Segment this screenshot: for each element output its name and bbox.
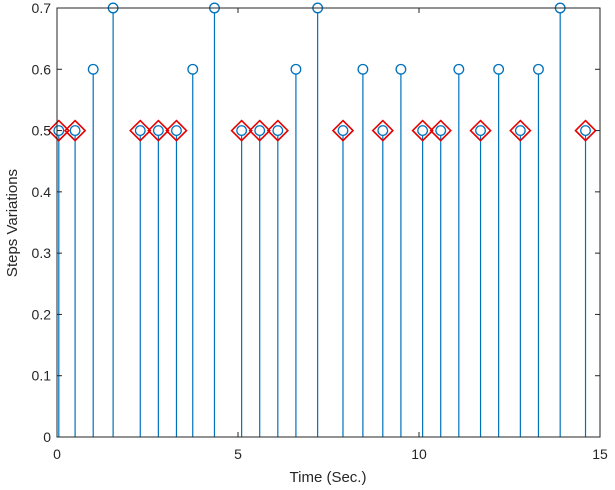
x-tick-label: 10 xyxy=(411,446,427,462)
x-axis-label: Time (Sec.) xyxy=(290,469,367,486)
x-tick-label: 15 xyxy=(592,446,608,462)
y-tick-label: 0.7 xyxy=(32,0,52,16)
circle-marker xyxy=(493,63,505,75)
y-tick-label: 0 xyxy=(43,429,51,445)
y-tick-label: 0.6 xyxy=(32,61,52,77)
circle-marker xyxy=(514,125,526,137)
plot-background xyxy=(57,8,600,437)
circle-marker xyxy=(533,63,544,75)
diamond-marker xyxy=(469,119,492,142)
y-tick-label: 0.2 xyxy=(32,306,52,322)
diamond-marker xyxy=(230,119,253,142)
diamond-marker xyxy=(47,119,70,142)
x-tick-label: 0 xyxy=(53,446,61,462)
x-tick-label: 5 xyxy=(234,446,242,462)
y-tick-label: 0.4 xyxy=(32,184,52,200)
diamond-marker xyxy=(429,119,452,142)
circle-marker xyxy=(357,63,369,75)
circle-marker xyxy=(580,125,591,137)
circle-marker xyxy=(453,63,465,75)
diamond-marker xyxy=(147,119,170,142)
circle-marker xyxy=(87,63,99,75)
circle-marker xyxy=(475,125,486,137)
diamond-marker xyxy=(266,119,289,142)
y-axis-label: Steps Variations xyxy=(4,169,21,277)
circle-marker xyxy=(53,125,65,137)
plot-frame xyxy=(56,7,601,438)
circle-marker xyxy=(236,125,248,137)
circle-marker xyxy=(254,125,266,137)
x-axis-ticks: 0 5 10 15 xyxy=(53,8,608,462)
diamond-marker xyxy=(371,119,394,142)
y-tick-label: 0.5 xyxy=(32,123,52,139)
stem-lines xyxy=(58,13,587,437)
diamond-marker xyxy=(574,119,597,142)
diamond-marker xyxy=(509,119,532,142)
diamond-marker xyxy=(129,119,152,142)
circle-marker xyxy=(171,125,182,137)
y-axis-ticks: 0 0.1 0.2 0.3 0.4 0.5 0.6 0.7 xyxy=(32,0,600,445)
y-tick-label: 0.3 xyxy=(32,245,52,261)
circle-marker xyxy=(395,63,407,75)
diamond-marker xyxy=(331,119,355,142)
circle-marker xyxy=(417,125,429,137)
circle-marker xyxy=(435,125,447,137)
circle-marker xyxy=(272,125,284,137)
diamond-marker xyxy=(248,119,271,142)
diamond-marker xyxy=(165,119,188,142)
circle-marker xyxy=(152,125,164,137)
circle-marker xyxy=(377,125,389,137)
y-tick-label: 0.1 xyxy=(32,368,52,384)
circle-marker xyxy=(187,63,199,75)
circle-marker xyxy=(337,125,349,137)
circle-marker xyxy=(134,125,146,137)
diamond-marker xyxy=(411,119,434,142)
circle-marker xyxy=(69,125,81,137)
circle-marker xyxy=(290,63,302,75)
diamond-marker xyxy=(63,119,87,142)
